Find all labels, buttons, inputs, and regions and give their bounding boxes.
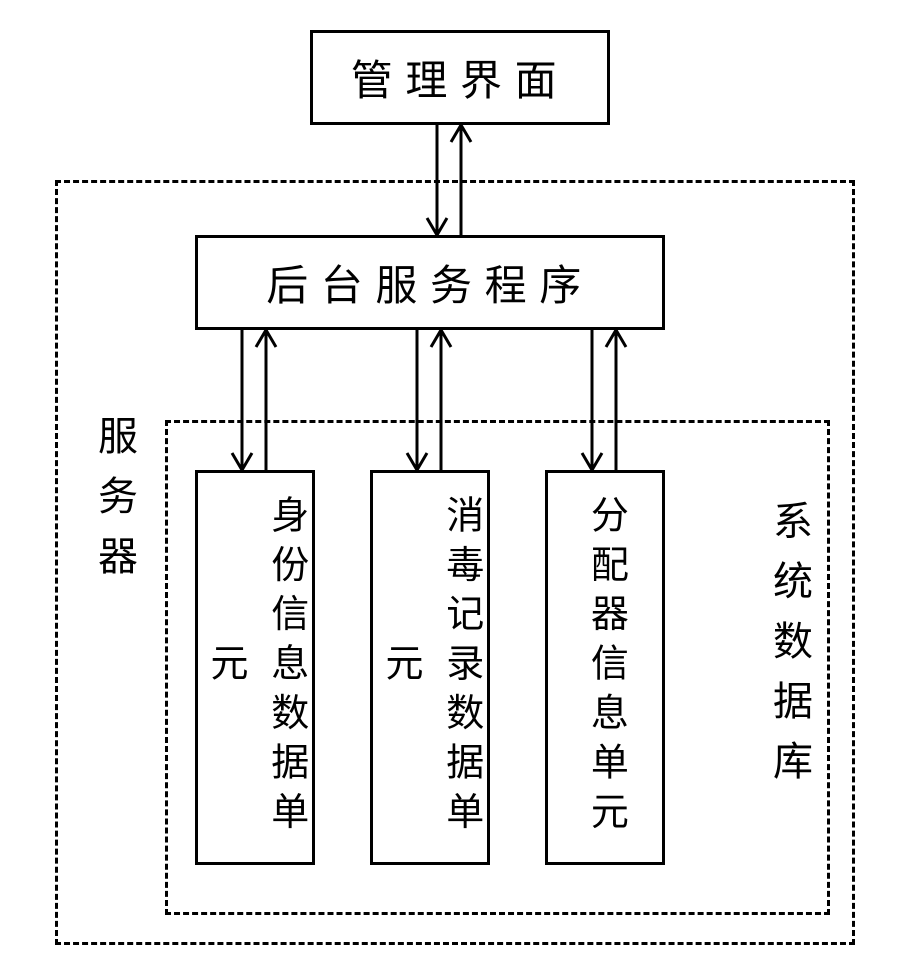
backend-service-node: 后台服务程序 [195,235,665,330]
mgmt-interface-node: 管理界面 [310,30,610,125]
identity-unit-node: 身份信息数据单元 [195,470,315,865]
mgmt-interface-label: 管理界面 [351,47,569,108]
dispenser-unit-node: 分配器信息单元 [545,470,665,865]
dispenser-unit-label: 分配器信息单元 [575,495,636,841]
disinfect-unit-label: 消毒记录数据单元 [369,473,491,862]
server-label: 服务器 [85,415,143,595]
disinfect-unit-node: 消毒记录数据单元 [370,470,490,865]
backend-service-label: 后台服务程序 [266,252,594,313]
identity-unit-label: 身份信息数据单元 [194,473,316,862]
database-label: 系统数据库 [760,500,818,800]
diagram-root: 服务器 系统数据库 管理界面 后台服务程序 身份信息数据单元 消毒记录数据单元 … [0,0,902,966]
